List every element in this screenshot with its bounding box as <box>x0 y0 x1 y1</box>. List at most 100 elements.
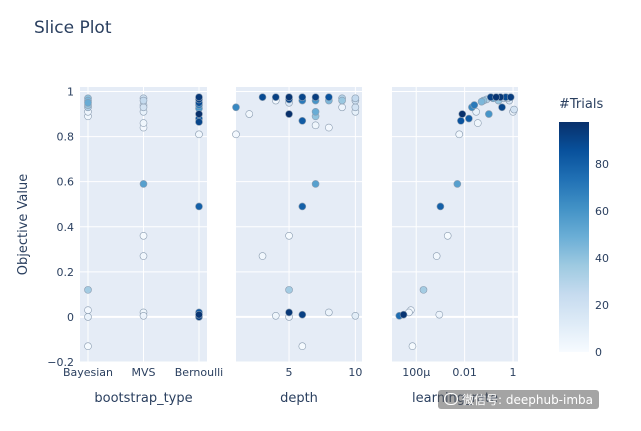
scatter-point <box>258 252 267 260</box>
y-tick-label: −0.2 <box>47 356 74 369</box>
scatter-point <box>139 252 148 260</box>
x-tick-label: Bayesian <box>63 366 113 379</box>
x-tick-label: MVS <box>132 366 156 379</box>
scatter-point <box>84 342 92 351</box>
scatter-point <box>443 231 452 240</box>
colorbar-tick-label: 80 <box>595 158 609 171</box>
scatter-point <box>492 93 500 101</box>
scatter-point <box>285 231 293 240</box>
scatter-point <box>351 311 360 320</box>
scatter-point <box>325 93 333 101</box>
scatter-point <box>84 98 92 107</box>
scatter-point <box>232 103 240 112</box>
scatter-point <box>139 180 148 188</box>
plot-area-2 <box>392 87 518 362</box>
y-tick-label: 0.2 <box>57 266 75 279</box>
scatter-point <box>453 180 462 188</box>
page-title: Slice Plot <box>34 18 112 38</box>
scatter-point <box>258 93 267 101</box>
scatter-point <box>195 130 203 139</box>
plot-area-1 <box>236 87 362 362</box>
y-tick-label: 0 <box>67 311 74 324</box>
y-tick-label: 0.4 <box>57 221 75 234</box>
y-axis-title: Objective Value <box>16 174 31 275</box>
colorbar-tick-label: 40 <box>595 252 609 265</box>
scatter-point <box>457 117 465 125</box>
scatter-point <box>195 202 203 211</box>
x-tick-label: 0.01 <box>452 366 477 379</box>
scatter-point <box>474 119 482 127</box>
scatter-point <box>485 110 493 118</box>
scatter-point <box>285 110 293 118</box>
scatter-point <box>84 306 92 314</box>
scatter-point <box>139 311 148 320</box>
scatter-point <box>195 310 203 319</box>
scatter-point <box>285 286 293 294</box>
scatter-point <box>458 110 467 118</box>
colorbar-tick-label: 60 <box>595 205 609 218</box>
scatter-point <box>285 308 293 317</box>
colorbar-title: #Trials <box>559 97 603 112</box>
scatter-point <box>338 103 346 112</box>
scatter-point <box>455 130 464 139</box>
scatter-point <box>351 94 360 103</box>
x-axis-title: depth <box>280 391 318 406</box>
scatter-point <box>139 96 148 105</box>
scatter-point <box>436 202 445 211</box>
scatter-point <box>506 93 515 101</box>
scatter-point <box>351 103 360 112</box>
scatter-point <box>195 110 203 118</box>
scatter-point <box>311 121 320 130</box>
scatter-point <box>298 202 307 211</box>
wechat-icon <box>444 393 458 405</box>
scatter-point <box>311 107 320 116</box>
scatter-point <box>465 114 473 123</box>
scatter-point <box>435 310 444 319</box>
scatter-point <box>84 313 92 321</box>
scatter-point <box>139 103 148 112</box>
watermark-text: 微信号: deephub-imba <box>462 393 594 407</box>
scatter-point <box>408 342 417 351</box>
scatter-point <box>139 119 148 127</box>
scatter-point <box>325 123 333 132</box>
scatter-point <box>510 105 518 114</box>
scatter-point <box>298 117 307 125</box>
scatter-point <box>419 286 428 294</box>
scatter-point <box>84 286 92 294</box>
scatter-point <box>285 93 293 101</box>
y-tick-label: 0.8 <box>57 131 75 144</box>
x-tick-label: 1 <box>510 366 517 379</box>
scatter-point <box>271 93 280 101</box>
y-tick-label: 1 <box>67 86 74 99</box>
scatter-point <box>470 101 479 109</box>
colorbar-tick-label: 20 <box>595 299 609 312</box>
x-tick-label: Bernoulli <box>175 366 224 379</box>
scatter-point <box>311 180 320 188</box>
scatter-point <box>399 310 408 319</box>
x-tick-label: 5 <box>286 366 293 379</box>
colorbar-tick-label: 0 <box>595 346 602 359</box>
scatter-point <box>325 308 333 317</box>
scatter-point <box>298 342 307 351</box>
scatter-point <box>338 96 346 105</box>
x-tick-label: 100μ <box>402 366 430 379</box>
y-tick-label: 0.6 <box>57 176 75 189</box>
scatter-point <box>271 311 280 320</box>
scatter-point <box>298 93 307 101</box>
x-tick-label: 10 <box>348 366 362 379</box>
scatter-point <box>498 103 506 112</box>
scatter-point <box>298 310 307 319</box>
watermark: 微信号: deephub-imba <box>438 390 600 409</box>
colorbar <box>559 122 589 352</box>
x-axis-title: bootstrap_type <box>94 391 192 406</box>
scatter-point <box>195 93 203 101</box>
scatter-point <box>311 93 320 101</box>
scatter-point <box>195 118 203 126</box>
scatter-point <box>139 231 148 240</box>
scatter-point <box>232 130 240 139</box>
scatter-point <box>477 97 486 106</box>
scatter-point <box>432 252 441 260</box>
scatter-point <box>245 110 254 118</box>
